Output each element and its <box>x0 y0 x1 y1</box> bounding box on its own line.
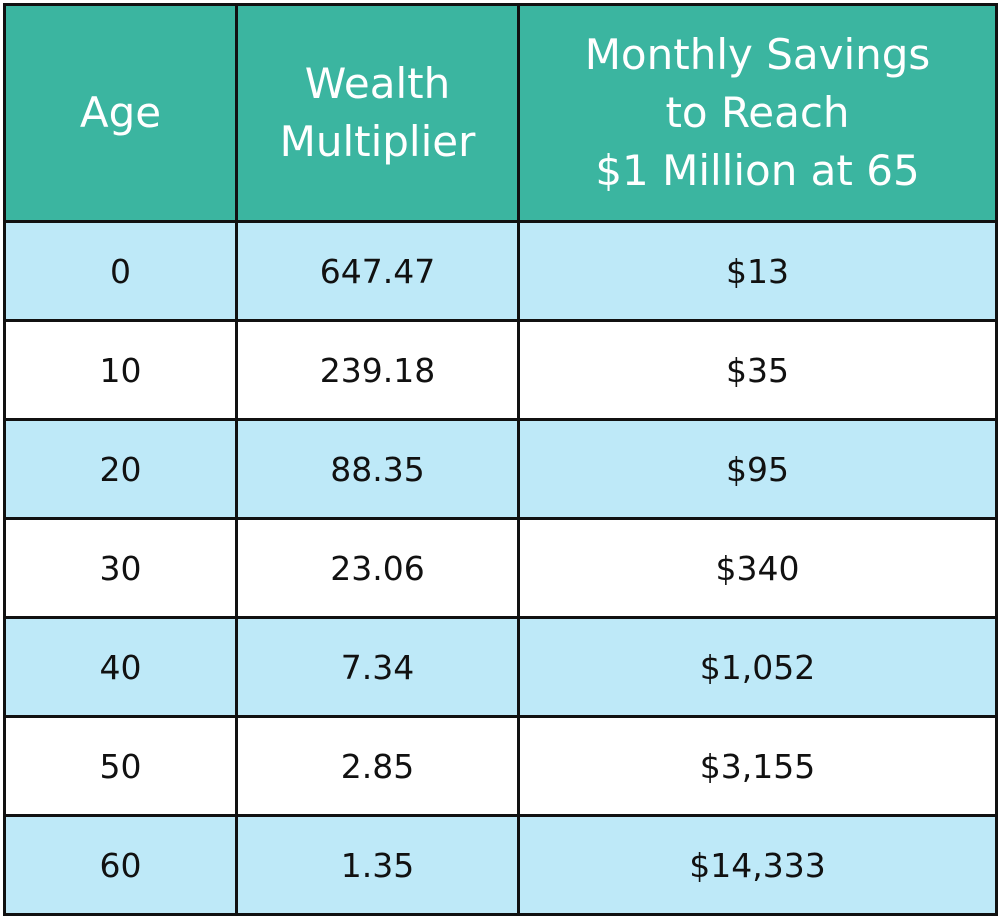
table-cell: 50 <box>3 715 238 817</box>
table-cell: 239.18 <box>235 319 520 421</box>
table-cell: 7.34 <box>235 616 520 718</box>
header-text: Multiplier <box>279 117 476 166</box>
table-cell: 10 <box>3 319 238 421</box>
table-container: Age Wealth Multiplier Monthly Savings to Rea… <box>3 3 998 916</box>
table-cell: $35 <box>517 319 998 421</box>
table-cell: 88.35 <box>235 418 520 520</box>
header-text: to Reach <box>665 88 850 137</box>
table-cell: 647.47 <box>235 220 520 322</box>
header-cell: Wealth Multiplier <box>235 3 520 223</box>
table-row: 60 1.35 $14,333 <box>3 814 998 916</box>
header-text: Monthly Savings <box>584 30 931 79</box>
table-cell: $95 <box>517 418 998 520</box>
table-cell: 20 <box>3 418 238 520</box>
table-row: 20 88.35 $95 <box>3 418 998 520</box>
header-text: Age <box>79 88 162 137</box>
table-cell: $1,052 <box>517 616 998 718</box>
header-row: Age Wealth Multiplier Monthly Savings to Rea… <box>3 3 998 223</box>
table-cell: 0 <box>3 220 238 322</box>
table-cell: 23.06 <box>235 517 520 619</box>
table-body: 0 647.47 $13 10 239.18 $35 20 88.35 $95 30 23.06 $3… <box>3 220 998 916</box>
table-row: 10 239.18 $35 <box>3 319 998 421</box>
table-row: 0 647.47 $13 <box>3 220 998 322</box>
table-cell: 1.35 <box>235 814 520 916</box>
table-row: 40 7.34 $1,052 <box>3 616 998 718</box>
table-cell: $14,333 <box>517 814 998 916</box>
header-text: $1 Million at 65 <box>595 146 920 195</box>
header-cell: Age <box>3 3 238 223</box>
header-cell: Monthly Savings to Reach $1 Million at 65 <box>517 3 998 223</box>
savings-table: Age Wealth Multiplier Monthly Savings to Rea… <box>3 3 998 916</box>
table-row: 50 2.85 $3,155 <box>3 715 998 817</box>
table-cell: $3,155 <box>517 715 998 817</box>
table-cell: $340 <box>517 517 998 619</box>
table-cell: 40 <box>3 616 238 718</box>
table-row: 30 23.06 $340 <box>3 517 998 619</box>
header-text: Wealth <box>304 59 451 108</box>
table-cell: $13 <box>517 220 998 322</box>
table-cell: 2.85 <box>235 715 520 817</box>
table-cell: 30 <box>3 517 238 619</box>
table-cell: 60 <box>3 814 238 916</box>
